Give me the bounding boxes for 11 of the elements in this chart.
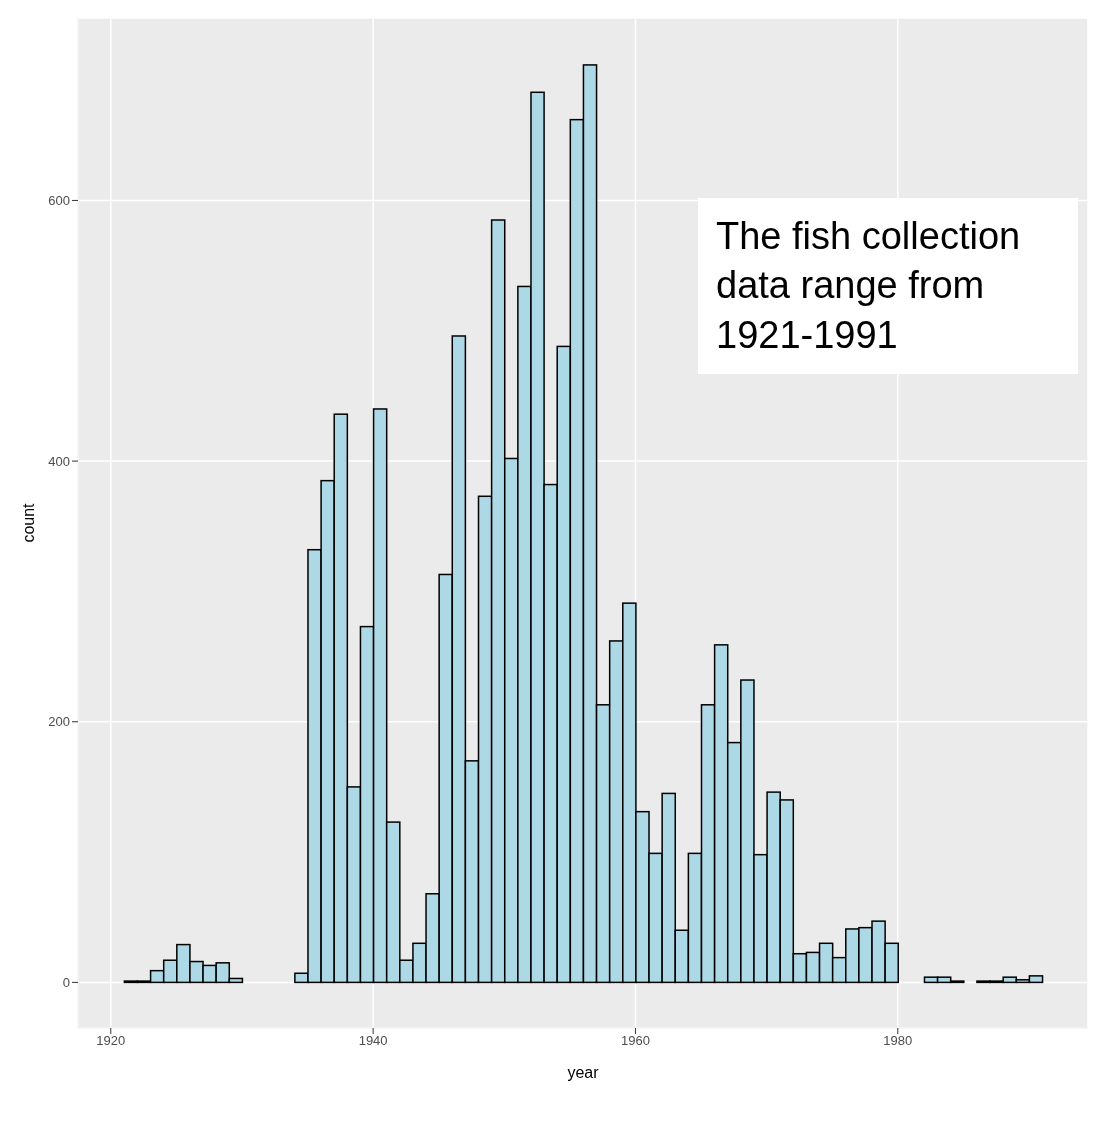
- x-tick-label: 1960: [621, 1033, 650, 1049]
- x-tick-label: 1940: [358, 1033, 388, 1049]
- y-tick-label: 600: [48, 193, 70, 209]
- x-tick-label: 1980: [883, 1033, 913, 1049]
- y-tick-label: 200: [48, 714, 70, 730]
- x-axis-title: year: [567, 1064, 600, 1081]
- y-tick-label: 0: [62, 975, 70, 990]
- annotation: The fish collection data range from 1921-1991: [698, 198, 1078, 375]
- y-axis-title: count: [19, 502, 37, 543]
- x-tick-label: 1920: [96, 1033, 126, 1049]
- y-tick-label: 400: [48, 453, 70, 469]
